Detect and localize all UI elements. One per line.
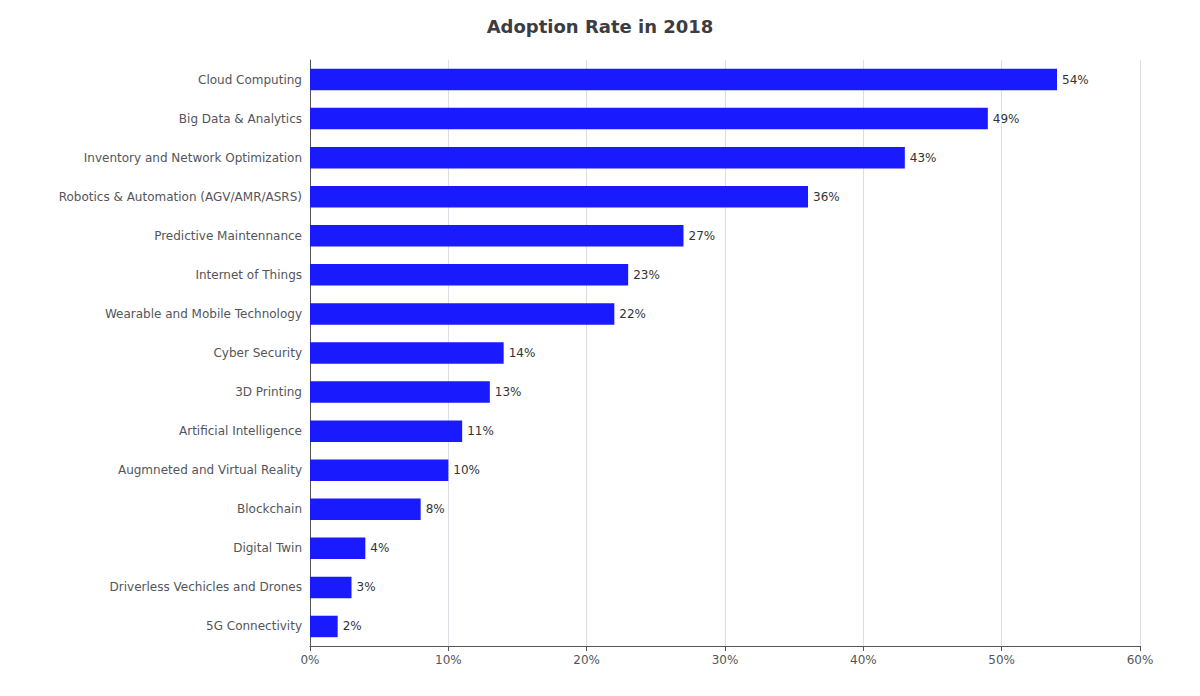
svg-text:0%: 0% xyxy=(300,653,319,667)
svg-text:3D Printing: 3D Printing xyxy=(235,385,302,399)
svg-text:54%: 54% xyxy=(1062,73,1089,87)
svg-text:10%: 10% xyxy=(435,653,462,667)
svg-text:4%: 4% xyxy=(370,541,389,555)
svg-text:Blockchain: Blockchain xyxy=(237,502,302,516)
svg-text:5G Connectivity: 5G Connectivity xyxy=(206,619,302,633)
svg-text:3%: 3% xyxy=(357,580,376,594)
svg-text:40%: 40% xyxy=(850,653,877,667)
svg-text:50%: 50% xyxy=(988,653,1015,667)
svg-text:36%: 36% xyxy=(813,190,840,204)
svg-text:49%: 49% xyxy=(993,112,1020,126)
svg-text:13%: 13% xyxy=(495,385,522,399)
svg-text:8%: 8% xyxy=(426,502,445,516)
svg-text:Driverless Vechicles and Drone: Driverless Vechicles and Drones xyxy=(110,580,302,594)
svg-text:60%: 60% xyxy=(1127,653,1154,667)
svg-text:23%: 23% xyxy=(633,268,660,282)
svg-text:Predictive Maintennance: Predictive Maintennance xyxy=(154,229,302,243)
svg-text:Adoption Rate in 2018: Adoption Rate in 2018 xyxy=(487,16,714,37)
svg-text:Wearable and Mobile Technology: Wearable and Mobile Technology xyxy=(105,307,302,321)
svg-text:Artificial Intelligence: Artificial Intelligence xyxy=(179,424,302,438)
svg-text:43%: 43% xyxy=(910,151,937,165)
svg-text:Big Data & Analytics: Big Data & Analytics xyxy=(179,112,302,126)
svg-text:10%: 10% xyxy=(453,463,480,477)
svg-text:14%: 14% xyxy=(509,346,536,360)
svg-text:30%: 30% xyxy=(712,653,739,667)
svg-text:Digital Twin: Digital Twin xyxy=(233,541,302,555)
svg-text:Cyber Security: Cyber Security xyxy=(213,346,302,360)
svg-text:Augmneted and Virtual Reality: Augmneted and Virtual Reality xyxy=(118,463,302,477)
svg-text:11%: 11% xyxy=(467,424,494,438)
svg-text:27%: 27% xyxy=(689,229,716,243)
svg-text:Internet of Things: Internet of Things xyxy=(195,268,302,282)
svg-text:Cloud Computing: Cloud Computing xyxy=(198,73,302,87)
svg-text:22%: 22% xyxy=(619,307,646,321)
svg-text:Robotics & Automation (AGV/AMR: Robotics & Automation (AGV/AMR/ASRS) xyxy=(59,190,302,204)
svg-text:2%: 2% xyxy=(343,619,362,633)
svg-text:20%: 20% xyxy=(573,653,600,667)
svg-text:Inventory and Network Optimiza: Inventory and Network Optimization xyxy=(84,151,302,165)
